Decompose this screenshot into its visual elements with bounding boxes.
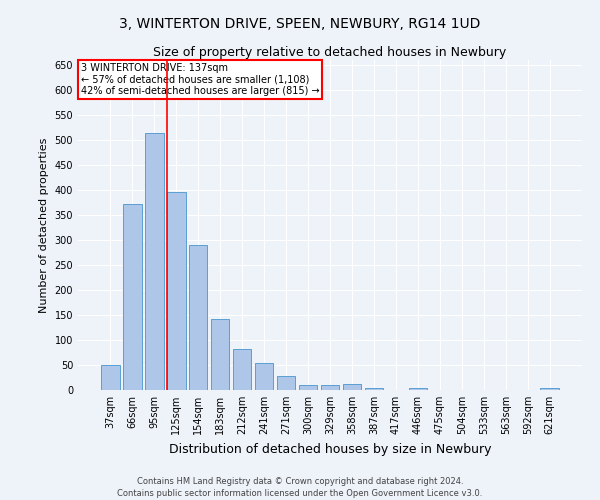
- Bar: [255, 362, 274, 390]
- Bar: [167, 192, 185, 390]
- Text: 3 WINTERTON DRIVE: 137sqm
← 57% of detached houses are smaller (1,108)
42% of se: 3 WINTERTON DRIVE: 137sqm ← 57% of detac…: [80, 64, 319, 96]
- Bar: [299, 385, 317, 390]
- Bar: [541, 388, 559, 390]
- Bar: [409, 388, 427, 390]
- Text: 3, WINTERTON DRIVE, SPEEN, NEWBURY, RG14 1UD: 3, WINTERTON DRIVE, SPEEN, NEWBURY, RG14…: [119, 18, 481, 32]
- Bar: [145, 133, 164, 390]
- Bar: [211, 319, 229, 390]
- Bar: [365, 388, 383, 390]
- Bar: [101, 365, 119, 390]
- X-axis label: Distribution of detached houses by size in Newbury: Distribution of detached houses by size …: [169, 442, 491, 456]
- Bar: [343, 384, 361, 390]
- Bar: [189, 245, 208, 390]
- Bar: [277, 376, 295, 390]
- Bar: [123, 204, 142, 390]
- Y-axis label: Number of detached properties: Number of detached properties: [39, 138, 49, 312]
- Text: Contains HM Land Registry data © Crown copyright and database right 2024.
Contai: Contains HM Land Registry data © Crown c…: [118, 476, 482, 498]
- Bar: [320, 385, 340, 390]
- Title: Size of property relative to detached houses in Newbury: Size of property relative to detached ho…: [154, 46, 506, 59]
- Bar: [233, 349, 251, 390]
